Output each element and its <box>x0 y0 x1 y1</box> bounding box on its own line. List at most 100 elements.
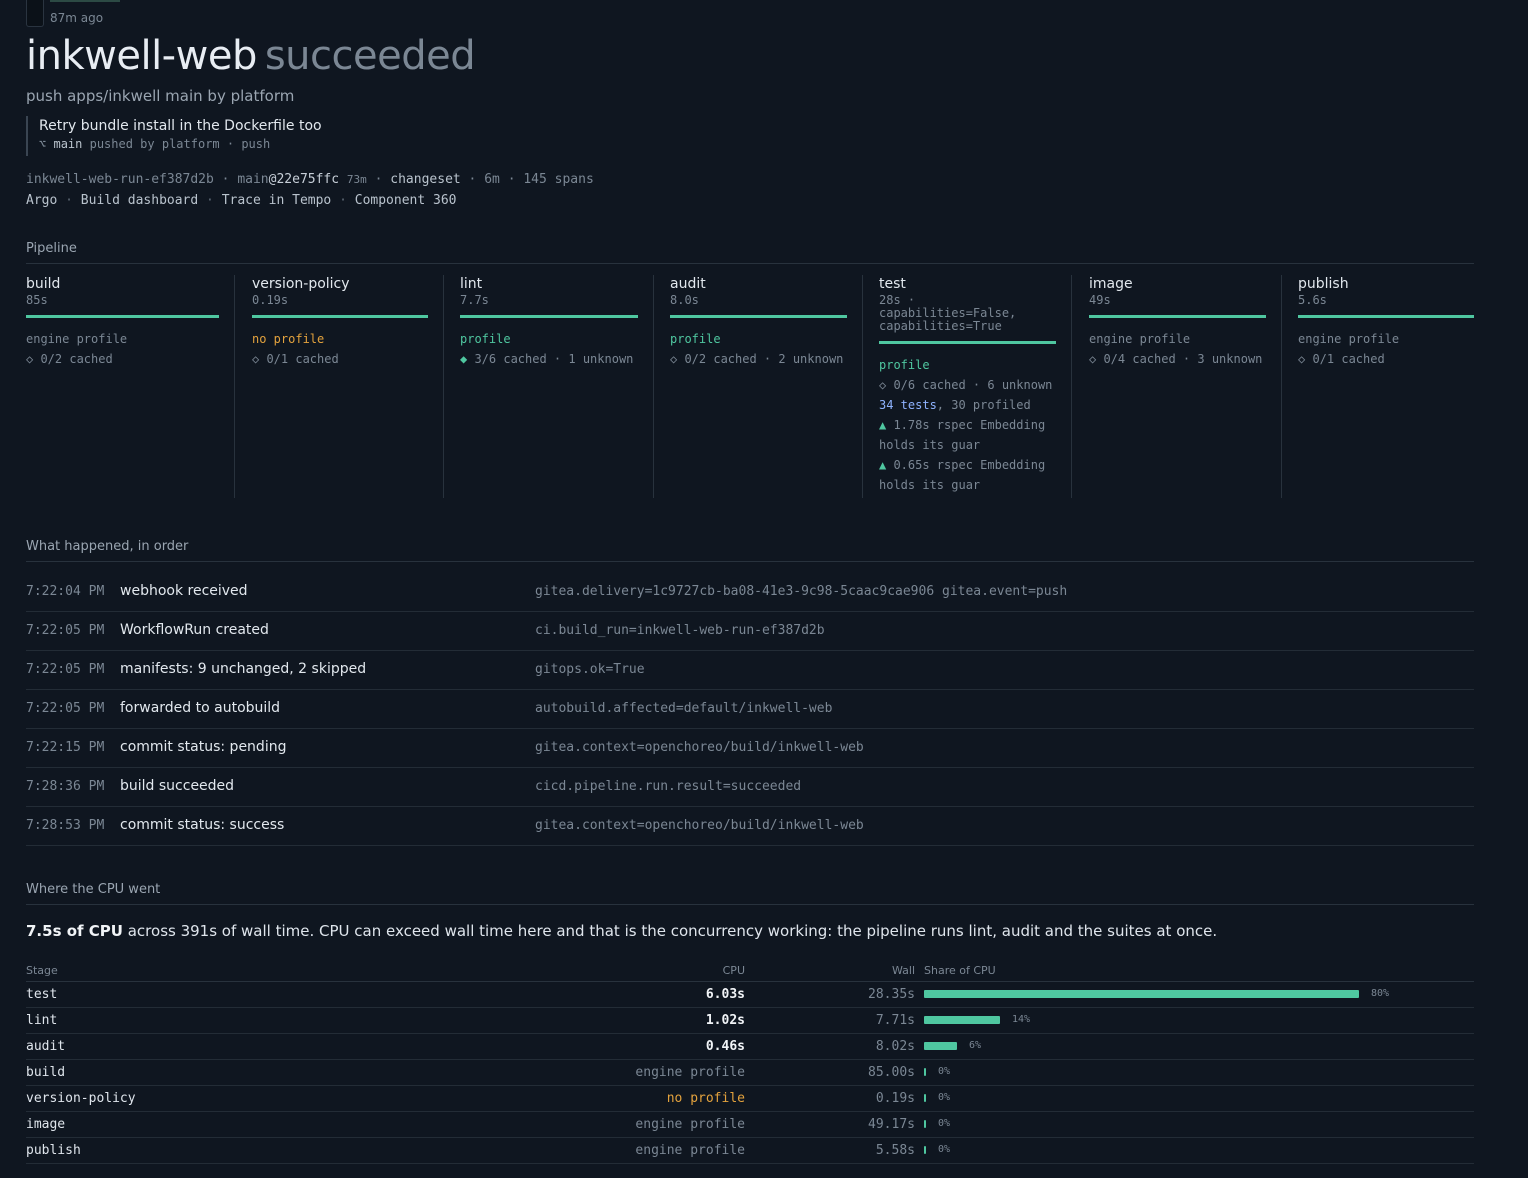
cpu-row-image[interactable]: image engine profile 49.17s 0% <box>26 1112 1474 1138</box>
event-time: 7:22:05 PM <box>26 623 105 638</box>
wall-value: 49.17s <box>868 1117 915 1132</box>
stage-name: version-policy <box>252 276 350 292</box>
event-attrs: gitea.context=openchoreo/build/inkwell-w… <box>535 818 864 833</box>
commit-sha[interactable]: @22e75ffc <box>268 172 340 187</box>
cpu-row-version-policy[interactable]: version-policy no profile 0.19s 0% <box>26 1086 1474 1112</box>
event-row[interactable]: 7:22:05 PM manifests: 9 unchanged, 2 ski… <box>26 651 1474 690</box>
stage-profile[interactable]: profile <box>460 332 511 346</box>
wall-value: 28.35s <box>868 987 915 1002</box>
cpu-row-build[interactable]: build engine profile 85.00s 0% <box>26 1060 1474 1086</box>
wall-value: 85.00s <box>868 1065 915 1080</box>
stage-publish[interactable]: publish 5.6s engine profile ◇ 0/1 cached <box>1282 275 1474 498</box>
col-stage: Stage <box>26 964 58 977</box>
event-time: 7:22:04 PM <box>26 584 105 599</box>
event-row[interactable]: 7:22:15 PM commit status: pending gitea.… <box>26 729 1474 768</box>
tests-link[interactable]: 34 tests <box>879 398 937 412</box>
slow-test-label: 0.65s rspec Embedding <box>886 458 1046 472</box>
cpu-share-bar <box>924 1094 926 1102</box>
divider <box>1071 275 1072 498</box>
slow-test[interactable]: ▲ 0.65s rspec Embedding <box>879 455 1056 475</box>
cpu-row-lint[interactable]: lint 1.02s 7.71s 14% <box>26 1008 1474 1034</box>
event-attrs: cicd.pipeline.run.result=succeeded <box>535 779 802 794</box>
stage-duration: 0.19s <box>252 293 289 307</box>
cpu-share-bar <box>924 1146 926 1154</box>
cpu-rows: test 6.03s 28.35s 80% lint 1.02s 7.71s 14% audit… <box>26 982 1474 1164</box>
changeset-link[interactable]: changeset <box>390 172 461 187</box>
cpu-stage: publish <box>26 1143 81 1158</box>
cpu-value: 0.46s <box>705 1039 745 1054</box>
cpu-row-test[interactable]: test 6.03s 28.35s 80% <box>26 982 1474 1008</box>
stage-version-policy[interactable]: version-policy 0.19s no profile ◇ 0/1 ca… <box>235 275 444 498</box>
stage-cache: ◇ 0/1 cached <box>252 352 339 366</box>
stage-name: lint <box>460 276 483 292</box>
cpu-share-label: 6% <box>969 1040 982 1051</box>
build-dashboard-link[interactable]: Build dashboard <box>80 193 199 208</box>
event-text: webhook received <box>120 583 248 599</box>
event-row[interactable]: 7:22:04 PM webhook received gitea.delive… <box>26 573 1474 612</box>
run-age: 87m ago <box>50 11 104 25</box>
tests-profiled: , 30 profiled <box>936 398 1031 412</box>
event-time: 7:22:05 PM <box>26 662 105 677</box>
stage-progress-bar <box>460 315 638 318</box>
event-row[interactable]: 7:22:05 PM forwarded to autobuild autobu… <box>26 690 1474 729</box>
stage-image[interactable]: image 49s engine profile ◇ 0/4 cached · … <box>1072 275 1282 498</box>
back-button[interactable] <box>26 0 44 27</box>
component-360-link[interactable]: Component 360 <box>354 193 457 208</box>
cpu-value: 1.02s <box>705 1013 745 1028</box>
cpu-share-bar <box>924 1016 1000 1024</box>
cpu-summary: 7.5s of CPU across 391s of wall time. CP… <box>26 922 1217 940</box>
separator: · <box>331 193 355 208</box>
cpu-share-bar <box>924 1120 926 1128</box>
cpu-table: Stage CPU Wall Share of CPU test 6.03s 28.… <box>26 960 1474 1164</box>
stage-progress-bar <box>252 315 428 318</box>
progress-indicator <box>50 0 120 2</box>
stage-duration: 5.6s <box>1298 293 1327 307</box>
cpu-row-audit[interactable]: audit 0.46s 8.02s 6% <box>26 1034 1474 1060</box>
cpu-value: 6.03s <box>705 987 745 1002</box>
slow-test-cont: holds its guar <box>879 438 981 452</box>
event-attrs: gitea.context=openchoreo/build/inkwell-w… <box>535 740 864 755</box>
cpu-heading: Where the CPU went <box>26 882 1474 905</box>
run-id[interactable]: inkwell-web-run-ef387d2b <box>26 172 214 187</box>
stage-cache: ◇ 0/1 cached <box>1298 352 1385 366</box>
event-text: WorkflowRun created <box>120 622 269 638</box>
cpu-value: engine profile <box>635 1117 745 1132</box>
col-share: Share of CPU <box>924 964 996 977</box>
slow-test-cont: holds its guar <box>879 478 981 492</box>
test-count: 34 tests, 30 profiled <box>879 395 1056 415</box>
stage-lint[interactable]: lint 7.7s profile ◆ 3/6 cached · 1 unkno… <box>444 275 654 498</box>
wall-value: 0.19s <box>875 1091 915 1106</box>
stage-test[interactable]: test 28s · capabilities=False, capabilit… <box>863 275 1072 498</box>
event-text: forwarded to autobuild <box>120 700 281 716</box>
app-name: inkwell-web <box>26 33 257 79</box>
stage-build[interactable]: build 85s engine profile ◇ 0/2 cached <box>26 275 235 498</box>
stage-duration-detail: capabilities=True <box>879 319 1002 333</box>
slow-test[interactable]: ▲ 1.78s rspec Embedding <box>879 415 1056 435</box>
event-row[interactable]: 7:28:53 PM commit status: success gitea.… <box>26 807 1474 846</box>
stage-duration: 49s <box>1089 293 1111 307</box>
page-title: inkwell-web succeeded <box>26 30 476 82</box>
stage-profile: engine profile <box>1089 332 1191 346</box>
event-row[interactable]: 7:22:05 PM WorkflowRun created ci.build_… <box>26 612 1474 651</box>
cpu-row-publish[interactable]: publish engine profile 5.58s 0% <box>26 1138 1474 1164</box>
stage-progress-bar <box>879 341 1056 344</box>
cpu-share-label: 0% <box>938 1118 951 1129</box>
event-text: manifests: 9 unchanged, 2 skipped <box>120 661 367 677</box>
stage-profile[interactable]: profile <box>670 332 721 346</box>
cpu-share-label: 0% <box>938 1092 951 1103</box>
event-time: 7:28:36 PM <box>26 779 105 794</box>
commit-card: Retry bundle install in the Dockerfile t… <box>26 116 322 156</box>
stage-profile[interactable]: profile <box>879 358 930 372</box>
cpu-value: engine profile <box>635 1143 745 1158</box>
event-row[interactable]: 7:28:36 PM build succeeded cicd.pipeline… <box>26 768 1474 807</box>
stage-name: audit <box>670 276 706 292</box>
tempo-trace-link[interactable]: Trace in Tempo <box>221 193 332 208</box>
event-time: 7:22:05 PM <box>26 701 105 716</box>
cpu-share-label: 0% <box>938 1144 951 1155</box>
stage-audit[interactable]: audit 8.0s profile ◇ 0/2 cached · 2 unkn… <box>654 275 863 498</box>
branch-name[interactable]: main <box>53 137 83 151</box>
cpu-summary-text: across 391s of wall time. CPU can exceed… <box>122 922 1218 940</box>
event-text: commit status: success <box>120 817 285 833</box>
timeline-heading: What happened, in order <box>26 539 1474 562</box>
argo-link[interactable]: Argo <box>26 193 58 208</box>
